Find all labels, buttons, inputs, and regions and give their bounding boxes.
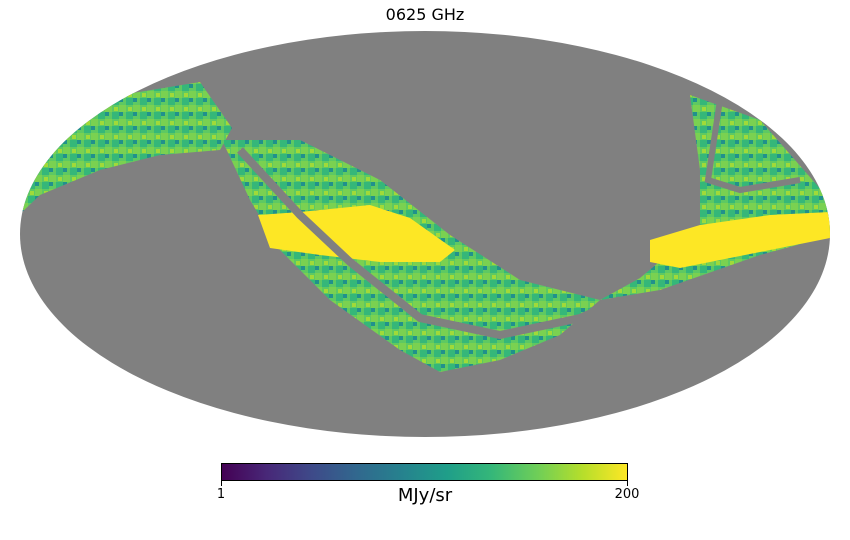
map-title: 0625 GHz — [385, 5, 465, 24]
colorbar — [221, 463, 628, 481]
galactic-core-bright-right — [650, 212, 830, 268]
colorbar-unit-label: MJy/sr — [397, 485, 453, 506]
colorbar-tick-min — [221, 481, 222, 486]
masked-gap-arc — [237, 147, 622, 340]
masked-gap-right — [704, 99, 801, 194]
galactic-band-central — [222, 95, 830, 372]
colorbar-tick-max — [627, 481, 628, 486]
colorbar-max-label: 200 — [614, 487, 640, 502]
colorbar-min-label: 1 — [216, 487, 226, 502]
